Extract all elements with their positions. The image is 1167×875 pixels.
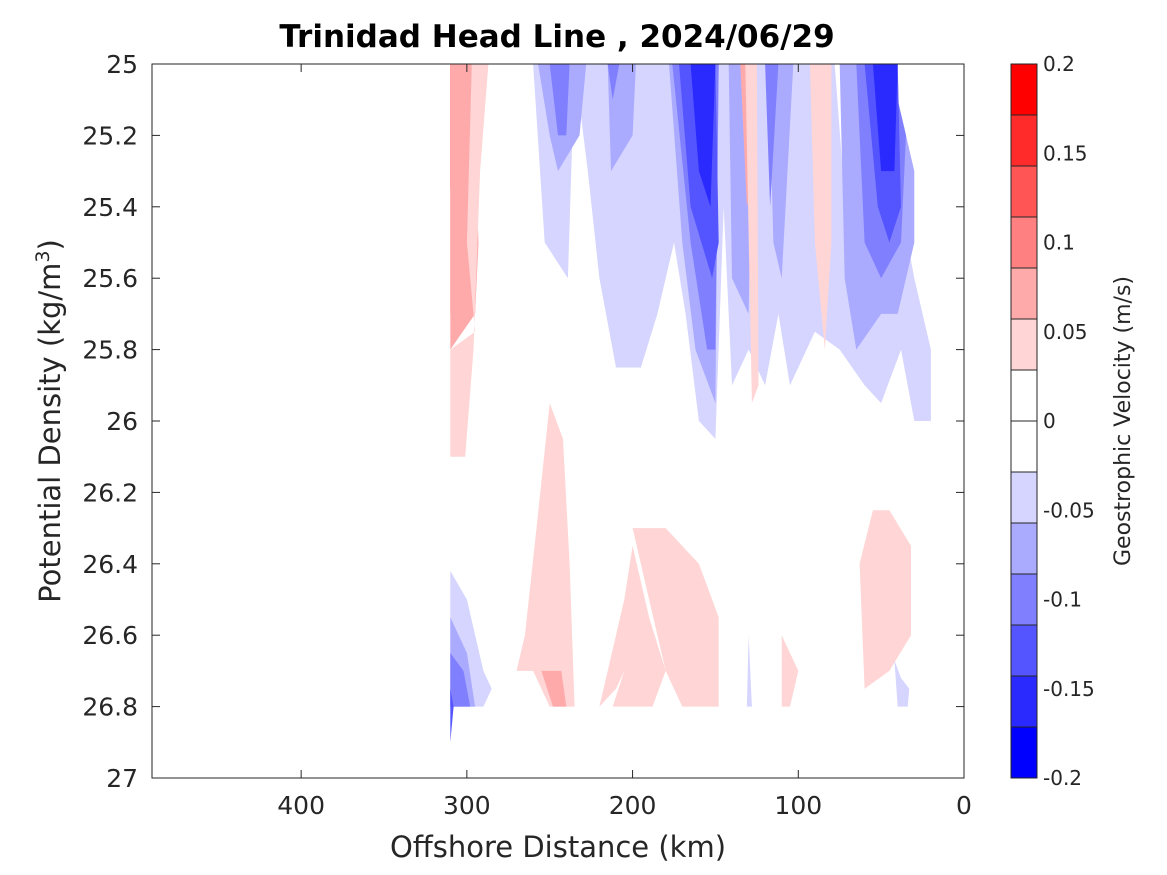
y-axis: 25 25.2 25.4 25.6 25.8 26 26.2 26.4 26.6 26.8 27 <box>82 50 964 793</box>
colorbar-tick-label: 0.1 <box>1043 231 1075 255</box>
contour-region-14 <box>516 403 575 707</box>
contour-regions <box>450 64 931 743</box>
contour-region-21 <box>450 653 471 707</box>
y-tick-label: 26 <box>106 407 138 436</box>
colorbar-ticks: 0.2 0.15 0.1 0.05 0 -0.05 -0.1 -0.15 -0.2 <box>1043 52 1095 790</box>
x-tick-label: 100 <box>774 791 822 820</box>
y-axis-label-main: Potential Density (kg/m <box>33 263 67 603</box>
y-tick-label: 26.2 <box>82 478 138 507</box>
colorbar-tick-label: 0.05 <box>1043 320 1088 344</box>
contour-region-15 <box>541 670 567 707</box>
colorbar-level-4 <box>1011 268 1037 320</box>
y-tick-label: 25.2 <box>82 121 138 150</box>
colorbar-level-5 <box>1011 319 1037 371</box>
colorbar-level-12 <box>1011 676 1037 728</box>
colorbar-tick-label: -0.05 <box>1043 498 1095 522</box>
colorbar-level-6 <box>1011 370 1037 422</box>
contour-region-24 <box>894 660 910 707</box>
x-tick-label: 400 <box>277 791 325 820</box>
y-axis-label-superscript: 3 <box>32 250 54 262</box>
colorbar-tick-label: 0.15 <box>1043 141 1088 165</box>
chart-title: Trinidad Head Line , 2024/06/29 <box>279 19 834 55</box>
x-tick-label: 0 <box>956 791 972 820</box>
colorbar-level-7 <box>1011 421 1037 473</box>
x-tick-label: 200 <box>609 791 657 820</box>
colorbar-levels <box>1011 64 1037 779</box>
colorbar-level-8 <box>1011 472 1037 524</box>
contour-region-23 <box>746 635 752 707</box>
contour-region-13 <box>809 64 832 350</box>
y-tick-label: 25 <box>106 50 138 79</box>
contour-region-22 <box>450 688 454 743</box>
y-axis-label: Potential Density (kg/m3) <box>32 239 67 603</box>
y-axis-label-close: ) <box>33 239 67 250</box>
contour-region-12 <box>745 64 759 404</box>
colorbar-tick-label: -0.1 <box>1043 588 1082 612</box>
y-tick-label: 26.8 <box>82 693 138 722</box>
colorbar-frame <box>1010 63 1038 779</box>
colorbar-level-0 <box>1011 64 1037 116</box>
y-tick-label: 25.8 <box>82 336 138 365</box>
colorbar: 0.2 0.15 0.1 0.05 0 -0.05 -0.1 -0.15 -0.2 Geostr… <box>1010 52 1136 790</box>
colorbar-level-9 <box>1011 523 1037 575</box>
colorbar-level-3 <box>1011 217 1037 269</box>
colorbar-level-2 <box>1011 166 1037 218</box>
colorbar-level-13 <box>1011 727 1037 779</box>
x-axis-label: Offshore Distance (km) <box>390 830 726 864</box>
colorbar-level-11 <box>1011 625 1037 677</box>
contour-region-16 <box>599 528 719 707</box>
y-tick-label: 25.4 <box>82 193 138 222</box>
colorbar-level-1 <box>1011 115 1037 167</box>
contour-region-8 <box>690 64 898 207</box>
colorbar-tick-label: 0 <box>1043 409 1056 433</box>
contour-region-18 <box>781 635 799 707</box>
colorbar-level-10 <box>1011 574 1037 626</box>
y-tick-label: 26.6 <box>82 621 138 650</box>
colorbar-tick-label: -0.2 <box>1043 766 1082 790</box>
colorbar-tick-label: -0.15 <box>1043 677 1095 701</box>
x-tick-label: 300 <box>443 791 491 820</box>
contour-region-17 <box>859 510 911 689</box>
y-tick-label: 25.6 <box>82 264 138 293</box>
plot-area <box>151 63 965 779</box>
contour-region-3 <box>450 64 489 457</box>
y-tick-label: 26.4 <box>82 550 138 579</box>
x-axis: 400 300 200 100 0 <box>277 64 972 820</box>
colorbar-tick-label: 0.2 <box>1043 52 1075 76</box>
y-tick-label: 27 <box>106 764 138 793</box>
colorbar-label: Geostrophic Velocity (m/s) <box>1111 276 1136 566</box>
